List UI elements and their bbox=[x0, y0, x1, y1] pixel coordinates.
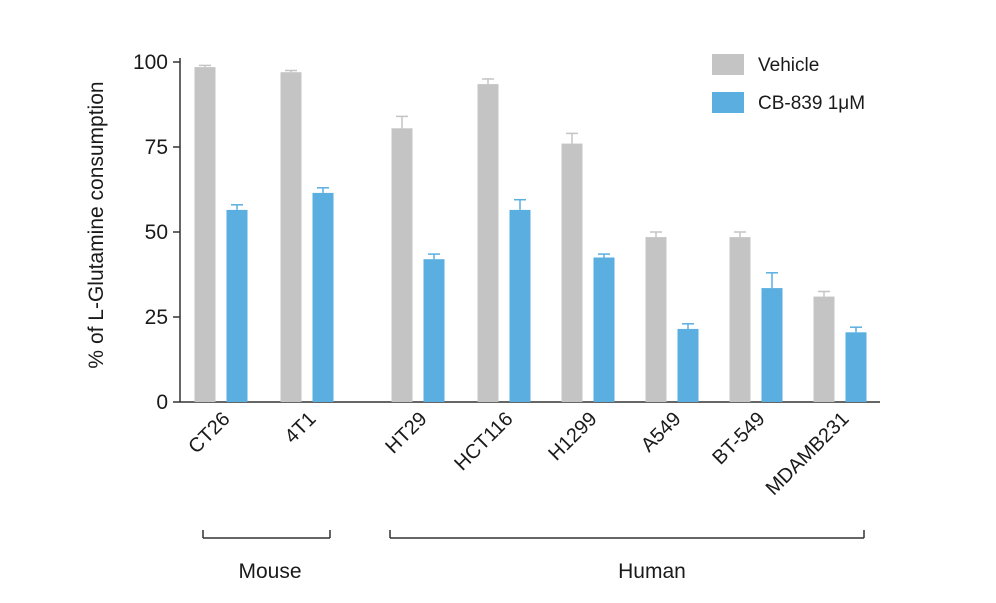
bar-vehicle-4t1 bbox=[280, 72, 302, 402]
x-tick-label: A549 bbox=[637, 408, 686, 457]
x-tick-label: MDAMB231 bbox=[762, 408, 854, 500]
group-label-mouse: Mouse bbox=[238, 560, 301, 583]
bar-vehicle-hct116 bbox=[477, 84, 499, 402]
bar-cb839-h1299 bbox=[593, 257, 615, 402]
legend-label: Vehicle bbox=[758, 55, 819, 76]
bar-cb839-hct116 bbox=[509, 209, 531, 402]
x-tick-label: H1299 bbox=[544, 408, 601, 465]
bar-vehicle-h1299 bbox=[561, 143, 583, 402]
bar-cb839-a549 bbox=[677, 328, 699, 402]
x-tick-label: HT29 bbox=[381, 408, 431, 458]
y-tick-label: 75 bbox=[145, 136, 168, 159]
legend-swatch bbox=[712, 92, 744, 113]
x-tick-label: HCT116 bbox=[450, 408, 517, 475]
y-tick-label: 50 bbox=[145, 221, 168, 244]
bar-cb839-ct26 bbox=[226, 209, 248, 402]
y-tick-label: 25 bbox=[145, 306, 168, 329]
bar-cb839-bt-549 bbox=[761, 288, 783, 402]
y-axis-label: % of L-Glutamine consumption bbox=[85, 81, 108, 368]
legend-swatch bbox=[712, 54, 744, 75]
y-tick-label: 100 bbox=[133, 51, 168, 74]
bar-vehicle-ht29 bbox=[391, 128, 413, 403]
bar-cb839-ht29 bbox=[423, 259, 445, 402]
bar-cb839-mdamb231 bbox=[845, 332, 867, 402]
legend-label: CB-839 1μM bbox=[758, 93, 865, 114]
y-tick-label: 0 bbox=[156, 391, 168, 414]
x-tick-label: BT-549 bbox=[708, 408, 769, 469]
bar-cb839-4t1 bbox=[312, 192, 334, 402]
x-tick-label: CT26 bbox=[184, 408, 234, 458]
bar-vehicle-ct26 bbox=[194, 67, 216, 402]
x-tick-label: 4T1 bbox=[281, 408, 321, 448]
bar-vehicle-mdamb231 bbox=[813, 296, 835, 402]
bar-vehicle-bt-549 bbox=[729, 237, 751, 402]
group-label-human: Human bbox=[618, 560, 686, 583]
bar-vehicle-a549 bbox=[645, 237, 667, 402]
